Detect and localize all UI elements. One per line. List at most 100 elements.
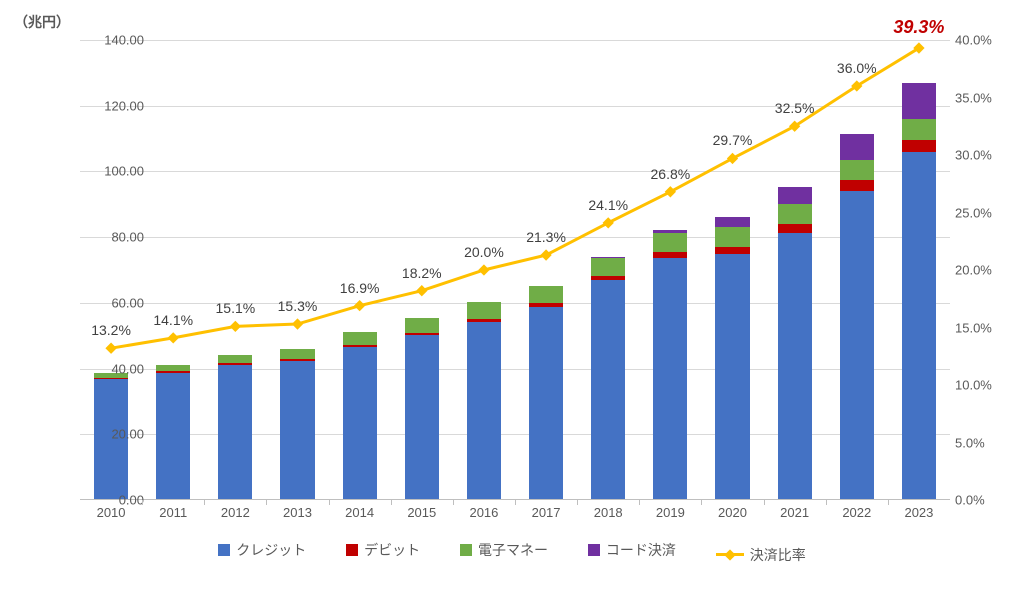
ratio-datalabel: 39.3% [893,17,944,38]
bar-segment-emoney [405,318,439,333]
x-tick-label: 2019 [656,505,685,520]
bar-segment-debit [840,180,874,191]
bar-segment-debit [467,319,501,322]
legend-item-debit: デビット [346,540,420,560]
y2-tick-label: 15.0% [955,320,1015,335]
bar-segment-debit [156,371,190,372]
y2-tick-label: 10.0% [955,378,1015,393]
x-tick-label: 2015 [407,505,436,520]
ratio-datalabel: 15.3% [278,298,318,314]
x-tick-label: 2011 [159,505,187,520]
y2-tick-label: 30.0% [955,148,1015,163]
ratio-datalabel: 13.2% [91,322,131,338]
x-tick-label: 2013 [283,505,312,520]
bar-segment-credit [591,280,625,499]
bar-group [529,286,563,499]
bar-segment-credit [529,307,563,499]
bar-group [280,349,314,499]
bar-group [902,83,936,499]
bar-group [218,355,252,499]
payment-chart: （兆円） クレジット デビット 電子マネー コード決済 決済比率 0.0020.… [0,0,1024,590]
x-tick-mark [826,500,827,505]
ratio-datalabel: 18.2% [402,265,442,281]
bar-group [156,365,190,499]
bar-segment-credit [218,365,252,499]
bar-group [591,257,625,499]
legend-item-code: コード決済 [588,540,676,560]
bar-segment-emoney [156,365,190,371]
x-tick-label: 2017 [532,505,561,520]
ratio-datalabel: 21.3% [526,229,566,245]
bar-segment-emoney [840,160,874,180]
x-tick-mark [142,500,143,505]
bar-segment-emoney [653,233,687,252]
bar-segment-debit [653,252,687,258]
bar-segment-debit [405,333,439,336]
x-tick-label: 2018 [594,505,623,520]
bar-segment-code [715,217,749,228]
bar-segment-credit [778,233,812,499]
ratio-datalabel: 36.0% [837,60,877,76]
y1-tick-label: 40.00 [84,361,144,376]
legend-label: クレジット [236,540,306,560]
legend-label: 決済比率 [750,545,806,565]
ratio-datalabel: 15.1% [215,300,255,316]
bar-segment-debit [902,140,936,152]
bar-segment-credit [902,152,936,499]
y1-unit-label: （兆円） [14,12,70,32]
bar-segment-debit [529,303,563,307]
bar-segment-emoney [778,204,812,224]
x-tick-label: 2010 [97,505,126,520]
bar-group [405,318,439,499]
x-tick-mark [764,500,765,505]
y1-tick-label: 100.00 [84,164,144,179]
gridline [80,171,950,172]
x-tick-label: 2022 [842,505,871,520]
bar-segment-emoney [529,286,563,303]
gridline [80,369,950,370]
y1-tick-label: 80.00 [84,230,144,245]
ratio-datalabel: 16.9% [340,280,380,296]
bar-segment-credit [467,322,501,499]
bar-group [653,230,687,499]
bar-segment-code [653,230,687,233]
y1-tick-label: 20.00 [84,427,144,442]
gridline [80,106,950,107]
y1-tick-label: 120.00 [84,98,144,113]
bar-segment-credit [840,191,874,499]
ratio-datalabel: 32.5% [775,100,815,116]
x-tick-label: 2014 [345,505,374,520]
bar-segment-emoney [280,349,314,359]
y2-tick-label: 40.0% [955,33,1015,48]
bar-segment-debit [280,359,314,361]
ratio-datalabel: 14.1% [153,312,193,328]
bar-segment-code [778,187,812,204]
gridline [80,40,950,41]
bar-segment-code [591,257,625,258]
x-tick-mark [329,500,330,505]
legend-label: コード決済 [606,540,676,560]
x-tick-label: 2012 [221,505,250,520]
bar-segment-emoney [467,302,501,319]
x-tick-mark [888,500,889,505]
legend-label: デビット [364,540,420,560]
bar-segment-emoney [715,227,749,247]
bar-segment-credit [653,258,687,499]
bar-segment-emoney [343,332,377,345]
x-tick-mark [577,500,578,505]
plot-area [80,40,950,500]
bar-segment-credit [280,361,314,499]
bar-segment-emoney [591,258,625,276]
bar-segment-emoney [218,355,252,363]
y1-tick-label: 140.00 [84,33,144,48]
bar-segment-code [902,83,936,119]
gridline [80,237,950,238]
bar-segment-debit [343,345,377,347]
x-tick-label: 2021 [780,505,809,520]
y1-tick-label: 60.00 [84,295,144,310]
x-tick-mark [515,500,516,505]
legend-item-ratio: 決済比率 [716,545,806,565]
bar-segment-debit [778,224,812,233]
x-tick-mark [453,500,454,505]
bar-group [778,187,812,499]
